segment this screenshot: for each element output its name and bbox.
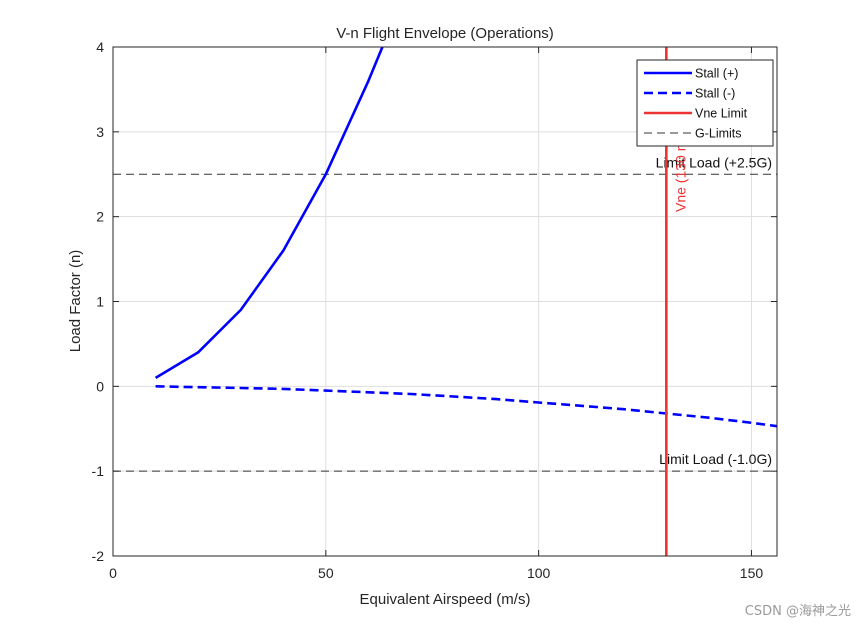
legend-label: Stall (+) — [695, 67, 738, 81]
series-line-stall-positive — [154, 46, 384, 380]
legend-label: Vne Limit — [695, 107, 748, 121]
axis-ticks: 0 50 100 150 -2 -1 0 1 2 3 4 — [92, 39, 777, 581]
y-tick-label: 0 — [96, 378, 104, 394]
x-axis-label: Equivalent Airspeed (m/s) — [360, 591, 531, 608]
legend-box — [636, 59, 774, 147]
y-tick-label: 3 — [96, 124, 104, 140]
legend-label: G-Limits — [695, 127, 742, 141]
chart-title: V-n Flight Envelope (Operations) — [336, 25, 554, 42]
x-tick-label: 150 — [740, 565, 764, 581]
y-tick-label: -2 — [92, 548, 105, 564]
legend: Stall (+) Stall (-) Vne Limit G-Limits — [636, 59, 774, 147]
g-limit-label: Limit Load (-1.0G) — [659, 451, 772, 467]
y-tick-label: -1 — [92, 463, 105, 479]
y-tick-label: 4 — [96, 39, 104, 55]
legend-label: Stall (-) — [695, 87, 735, 101]
watermark: CSDN @海神之光 — [744, 604, 851, 619]
series-line-stall-negative — [155, 385, 778, 428]
y-tick-label: 1 — [96, 294, 104, 310]
x-tick-label: 0 — [109, 565, 117, 581]
x-tick-label: 100 — [527, 565, 551, 581]
series-lines — [154, 46, 778, 428]
y-tick-label: 2 — [96, 209, 104, 225]
x-tick-label: 50 — [318, 565, 334, 581]
y-axis-label: Load Factor (n) — [67, 250, 84, 353]
g-limit-label: Limit Load (+2.5G) — [656, 154, 772, 170]
